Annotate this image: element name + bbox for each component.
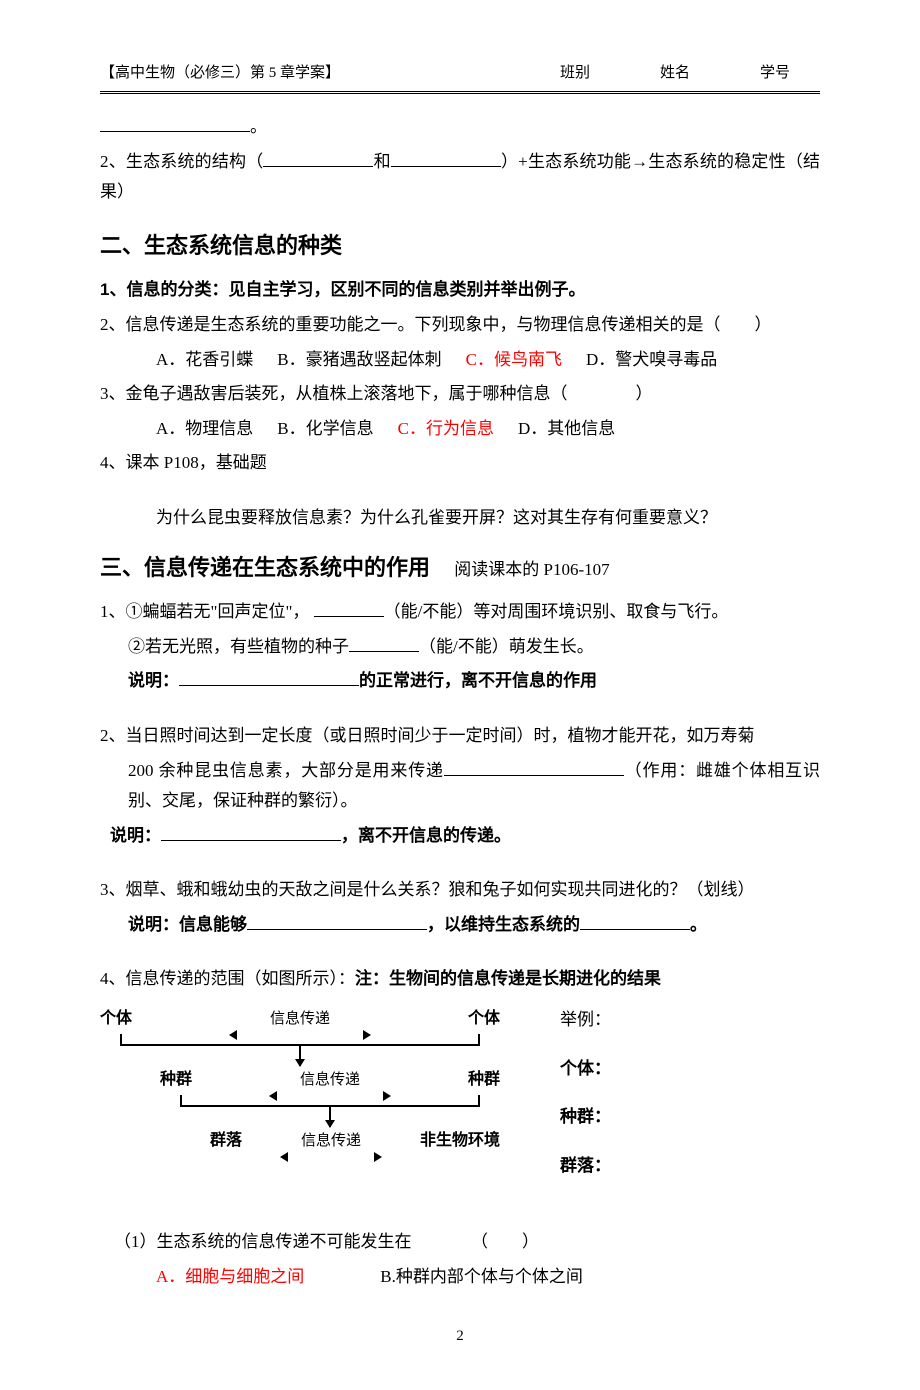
opt-b: B.种群内部个体与个体之间 — [380, 1267, 583, 1286]
node-population-r: 种群 — [468, 1066, 500, 1095]
node-individual-l: 个体 — [100, 1005, 132, 1034]
s3-note3: 说明：信息能够，以维持生态系统的。 — [100, 910, 820, 941]
page-number: 2 — [100, 1323, 820, 1350]
blank — [314, 599, 384, 617]
s2-q2: 2、信息传递是生态系统的重要功能之一。下列现象中，与物理信息传递相关的是（ ） — [100, 310, 820, 341]
opt-b: B．豪猪遇敌竖起体刺 — [277, 345, 441, 376]
s3-q2a: 2、当日照时间达到一定长度（或日照时间少于一定时间）时，植物才能开花，如万寿菊 — [100, 721, 820, 752]
s3-q2b: 200 余种昆虫信息素，大部分是用来传递（作用：雌雄个体相互识别、交尾，保证种群… — [100, 756, 820, 817]
bracket-icon — [180, 1095, 480, 1107]
opt-c: C．候鸟南飞 — [466, 345, 562, 376]
blank — [263, 149, 373, 167]
edge-label: 信息传递 — [270, 1005, 330, 1032]
s3-sub1-opts: A．细胞与细胞之间 B.种群内部个体与个体之间 — [100, 1262, 820, 1293]
s3-q3: 3、烟草、蛾和蛾幼虫的天敌之间是什么关系？狼和兔子如何实现共同进化的？（划线） — [100, 875, 820, 906]
example-label: 举例： — [560, 1005, 820, 1036]
s2-q2-options: A．花香引蝶 B．豪猪遇敌竖起体刺 C．候鸟南飞 D．警犬嗅寻毒品 — [100, 345, 820, 376]
edge-label: 信息传递 — [300, 1066, 360, 1093]
s3-note1: 说明：的正常进行，离不开信息的作用 — [100, 666, 820, 697]
header-class: 班别 — [560, 60, 620, 87]
page-header: 【高中生物（必修三）第 5 章学案】 班别 姓名 学号 — [100, 60, 820, 87]
example-population: 种群： — [560, 1102, 820, 1133]
example-community: 群落： — [560, 1151, 820, 1182]
opt-a: A．花香引蝶 — [156, 345, 253, 376]
down-arrow-icon — [329, 1107, 331, 1127]
intro-blank-line: 。 — [100, 112, 820, 143]
blank — [391, 149, 501, 167]
header-name: 姓名 — [660, 60, 720, 87]
node-individual-r: 个体 — [468, 1005, 500, 1034]
s3-q4: 4、信息传递的范围（如图所示）：注：生物间的信息传递是长期进化的结果 — [100, 964, 820, 995]
section-2-title: 二、生态系统信息的种类 — [100, 226, 820, 266]
node-abiotic: 非生物环境 — [420, 1127, 500, 1156]
bracket-icon — [120, 1034, 480, 1046]
flow-diagram: 个体 信息传递 个体 种群 信息传递 种群 — [100, 1005, 500, 1199]
blank — [444, 758, 624, 776]
opt-d: D．其他信息 — [518, 414, 615, 445]
blank — [161, 823, 341, 841]
diagram-examples: 举例： 个体： 种群： 群落： — [500, 1005, 820, 1199]
edge-label: 信息传递 — [301, 1127, 361, 1154]
blank — [580, 912, 690, 930]
s2-q5: 为什么昆虫要释放信息素？为什么孔雀要开屏？这对其生存有何重要意义？ — [100, 503, 820, 534]
section-3-sub: 阅读课本的 P106-107 — [454, 560, 609, 579]
node-community: 群落 — [210, 1127, 242, 1156]
example-individual: 个体： — [560, 1054, 820, 1085]
header-id: 学号 — [760, 60, 820, 87]
section-3-title-row: 三、信息传递在生态系统中的作用 阅读课本的 P106-107 — [100, 548, 820, 588]
s2-q1: 1、信息的分类：见自主学习，区别不同的信息类别并举出例子。 — [100, 275, 820, 306]
blank — [100, 114, 250, 132]
opt-c: C．行为信息 — [398, 414, 494, 445]
s2-q3-options: A．物理信息 B．化学信息 C．行为信息 D．其他信息 — [100, 414, 820, 445]
s3-q1a: 1、①蝙蝠若无"回声定位"， （能/不能）等对周围环境识别、取食与飞行。 — [100, 597, 820, 628]
opt-b: B．化学信息 — [277, 414, 373, 445]
opt-d: D．警犬嗅寻毒品 — [586, 345, 717, 376]
blank — [179, 668, 359, 686]
s3-sub1: （1）生态系统的信息传递不可能发生在 （ ） — [100, 1227, 820, 1258]
s3-q1b: ②若无光照，有些植物的种子（能/不能）萌发生长。 — [100, 632, 820, 663]
header-divider — [100, 91, 820, 94]
s3-note2: 说明：，离不开信息的传递。 — [100, 821, 820, 852]
opt-a: A．细胞与细胞之间 — [156, 1262, 376, 1293]
intro-line2: 2、生态系统的结构（和）+生态系统功能→生态系统的稳定性（结果） — [100, 147, 820, 208]
diagram-area: 个体 信息传递 个体 种群 信息传递 种群 — [100, 1005, 820, 1199]
blank — [349, 634, 419, 652]
s2-q3: 3、金龟子遇敌害后装死，从植株上滚落地下，属于哪种信息（ ） — [100, 379, 820, 410]
opt-a: A．物理信息 — [156, 414, 253, 445]
s2-q4: 4、课本 P108，基础题 — [100, 448, 820, 479]
node-population-l: 种群 — [160, 1066, 192, 1095]
down-arrow-icon — [299, 1046, 301, 1066]
header-title: 【高中生物（必修三）第 5 章学案】 — [100, 60, 560, 87]
blank — [247, 912, 427, 930]
section-3-title: 三、信息传递在生态系统中的作用 — [100, 555, 430, 580]
